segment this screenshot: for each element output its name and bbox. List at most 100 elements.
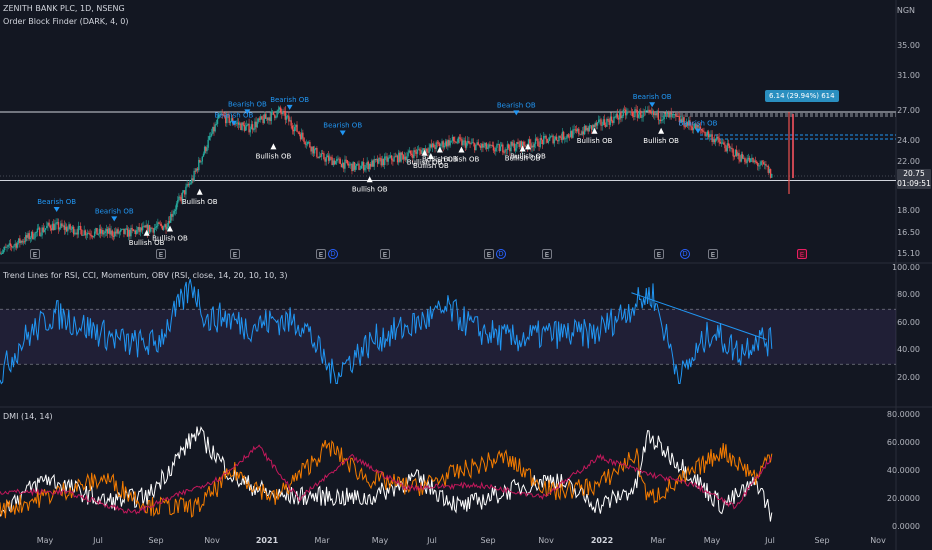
bullish-marker-icon <box>436 146 443 153</box>
candle-body <box>427 151 429 153</box>
candle-body <box>428 147 430 153</box>
candle-body <box>25 235 27 242</box>
candle-body <box>395 155 398 157</box>
price-axis-tick: 18.00 <box>897 206 920 215</box>
bullish-ob-text: Bullish OB <box>413 162 449 170</box>
candle-body <box>458 137 461 139</box>
candle-body <box>545 135 547 139</box>
earnings-badge[interactable]: E <box>542 249 552 259</box>
candle-body <box>472 142 475 144</box>
candle-body <box>386 156 388 162</box>
order-block-label: Bullish OB <box>510 143 546 160</box>
order-block-label: Bullish OB <box>129 229 165 247</box>
rsi-axis-tick: 40.00 <box>897 345 920 354</box>
earnings-badge[interactable]: E <box>484 249 494 259</box>
candle-body <box>548 137 551 141</box>
candle-body <box>0 254 2 255</box>
candle-body <box>359 168 361 170</box>
candle-body <box>16 242 19 248</box>
earnings-badge[interactable]: E <box>316 249 326 259</box>
time-axis-tick: Sep <box>148 536 164 545</box>
candle-body <box>417 149 420 151</box>
candle-body <box>635 109 637 111</box>
earnings-badge[interactable]: E <box>654 249 664 259</box>
candle-body <box>332 160 334 166</box>
candle-body <box>34 232 36 239</box>
candle-body <box>118 232 120 234</box>
candle-body <box>486 147 489 149</box>
candle-body <box>345 159 347 161</box>
candle-body <box>29 237 32 240</box>
time-axis-tick: Sep <box>480 536 496 545</box>
upcoming-earnings-badge[interactable]: E <box>797 249 807 259</box>
dividend-badge[interactable]: D <box>328 249 338 259</box>
rsi-axis-tick: 100.00 <box>892 263 920 272</box>
candle-body <box>236 122 239 124</box>
bullish-ob-text: Bullish OB <box>643 137 679 145</box>
candle-body <box>65 226 68 232</box>
candle-body <box>616 113 619 118</box>
candle-body <box>389 155 392 158</box>
candle-body <box>28 233 30 240</box>
order-block-label: Bearish OB <box>214 112 253 126</box>
earnings-badge[interactable]: E <box>230 249 240 259</box>
candle-body <box>566 134 568 139</box>
candle-body <box>727 143 730 146</box>
candle-body <box>146 224 149 234</box>
dividend-badge[interactable]: D <box>680 249 690 259</box>
candle-body <box>343 162 345 169</box>
candle-body <box>443 145 446 148</box>
time-axis-tick: Nov <box>870 536 886 545</box>
candle-body <box>755 161 758 164</box>
bearish-marker-icon <box>695 128 702 134</box>
candle-body <box>720 142 723 144</box>
candle-body <box>758 165 760 167</box>
candle-body <box>286 115 289 117</box>
candle-body <box>85 234 88 236</box>
candle-body <box>562 131 565 140</box>
candle-body <box>642 111 644 118</box>
candle-body <box>533 143 536 148</box>
time-axis-tick: Jul <box>765 536 775 545</box>
earnings-badge[interactable]: E <box>708 249 718 259</box>
time-axis-tick: Nov <box>204 536 220 545</box>
candle-body <box>482 143 484 148</box>
candle-body <box>84 230 87 236</box>
candle-body <box>200 161 202 163</box>
candle-body <box>743 158 745 160</box>
candle-body <box>339 159 341 164</box>
earnings-badge[interactable]: E <box>30 249 40 259</box>
earnings-badge[interactable]: E <box>380 249 390 259</box>
candle-body <box>747 157 750 160</box>
candle-body <box>679 119 682 123</box>
candle-body <box>574 129 577 131</box>
candle-body <box>514 148 517 151</box>
bearish-marker-icon <box>244 109 251 115</box>
earnings-badge[interactable]: E <box>156 249 166 259</box>
candle-body <box>354 165 357 170</box>
candle-body <box>144 225 146 228</box>
bearish-marker-icon <box>513 110 520 116</box>
candle-body <box>194 170 196 172</box>
bullish-ob-text: Bullish OB <box>444 156 480 164</box>
candle-body <box>191 178 193 184</box>
candle-body <box>89 233 91 236</box>
candle-body <box>612 120 614 123</box>
candle-body <box>215 123 218 125</box>
candle-body <box>596 122 599 126</box>
candle-body <box>212 126 214 134</box>
candle-body <box>79 226 82 230</box>
order-block-label: Bullish OB <box>152 225 188 242</box>
order-block-label: Bullish OB <box>444 146 480 164</box>
candle-body <box>264 114 267 119</box>
candle-body <box>581 131 584 135</box>
candle-body <box>123 228 125 234</box>
candle-body <box>125 228 127 230</box>
candle-body <box>470 142 472 144</box>
candle-body <box>365 165 367 168</box>
candle-body <box>685 122 688 127</box>
candle-body <box>179 196 181 198</box>
dividend-badge[interactable]: D <box>496 249 506 259</box>
time-axis-tick: May <box>36 536 54 545</box>
